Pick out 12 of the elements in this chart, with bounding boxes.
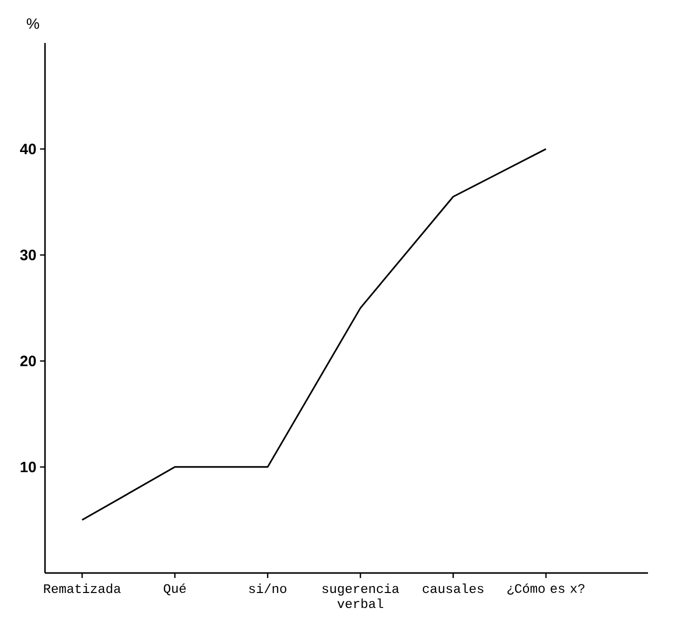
y-tick-label: 10 <box>20 462 36 472</box>
x-tick-label: Rematizada <box>44 584 121 594</box>
y-tick-label: 40 <box>20 144 36 154</box>
x-tick-label: causales <box>422 584 484 594</box>
x-tick-label: si/no <box>249 584 286 594</box>
y-axis-title: % <box>26 18 40 29</box>
y-tick-label: 30 <box>20 250 36 260</box>
x-tick-label: ¿Cómo es x? <box>507 584 584 595</box>
x-tick-label: Qué <box>164 584 186 596</box>
y-tick-label: 20 <box>20 356 36 366</box>
line-series <box>81 148 547 521</box>
x-tick-label: sugerencia verbal <box>322 584 399 608</box>
